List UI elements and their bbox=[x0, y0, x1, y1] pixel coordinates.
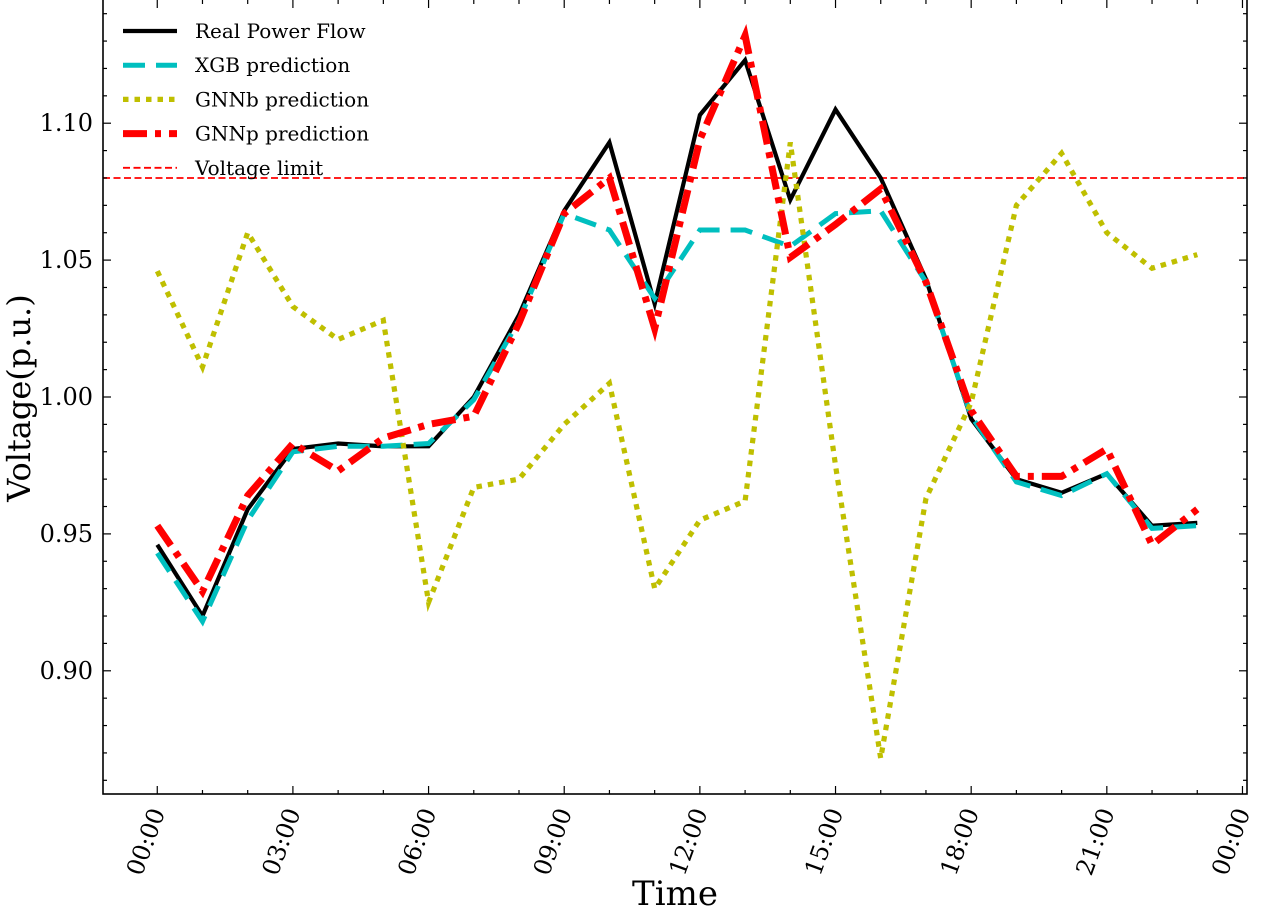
x-axis-title: Time bbox=[632, 874, 718, 913]
legend-label-voltage-limit: Voltage limit bbox=[194, 156, 323, 180]
y-tick-label: 1.00 bbox=[40, 383, 93, 411]
x-tick-label: 15:00 bbox=[799, 804, 849, 879]
y-tick-label: 0.95 bbox=[40, 520, 93, 548]
plot-data-layer bbox=[103, 24, 1247, 759]
x-tick-label: 00:00 bbox=[121, 804, 171, 879]
axis-tick-labels: 00:00 03:00 06:00 09:00 12:00 15:00 18:00 21:00… bbox=[40, 109, 1257, 879]
series-line-gnnb-prediction bbox=[154, 142, 1199, 759]
y-tick-label: 0.90 bbox=[40, 657, 93, 685]
axis-ticks bbox=[103, 0, 1247, 794]
y-tick-label: 1.05 bbox=[40, 246, 93, 274]
x-tick-label: 12:00 bbox=[664, 804, 714, 879]
x-tick-label: 18:00 bbox=[935, 804, 985, 879]
legend-label-gnnb-prediction: GNNb prediction bbox=[195, 87, 369, 111]
series-line-real-power-flow bbox=[155, 55, 1198, 621]
x-tick-label: 06:00 bbox=[392, 804, 442, 879]
series-line-xgb-prediction bbox=[155, 208, 1198, 627]
x-tick-label: 21:00 bbox=[1070, 804, 1120, 879]
x-tick-label: 09:00 bbox=[528, 804, 578, 879]
x-tick-label: 00:00 bbox=[1206, 804, 1256, 879]
y-tick-label: 1.10 bbox=[40, 109, 93, 137]
legend-label-xgb-prediction: XGB prediction bbox=[195, 53, 350, 77]
series-line-gnnp-prediction bbox=[154, 24, 1200, 599]
plot-frame bbox=[102, 0, 1248, 795]
legend: Real Power Flow XGB prediction GNNb predic… bbox=[123, 19, 369, 180]
x-tick-label: 03:00 bbox=[257, 804, 307, 879]
legend-label-real-power-flow: Real Power Flow bbox=[195, 19, 366, 43]
y-axis-title: Voltage(p.u.) bbox=[0, 294, 38, 502]
legend-label-gnnp-prediction: GNNp prediction bbox=[195, 122, 369, 146]
